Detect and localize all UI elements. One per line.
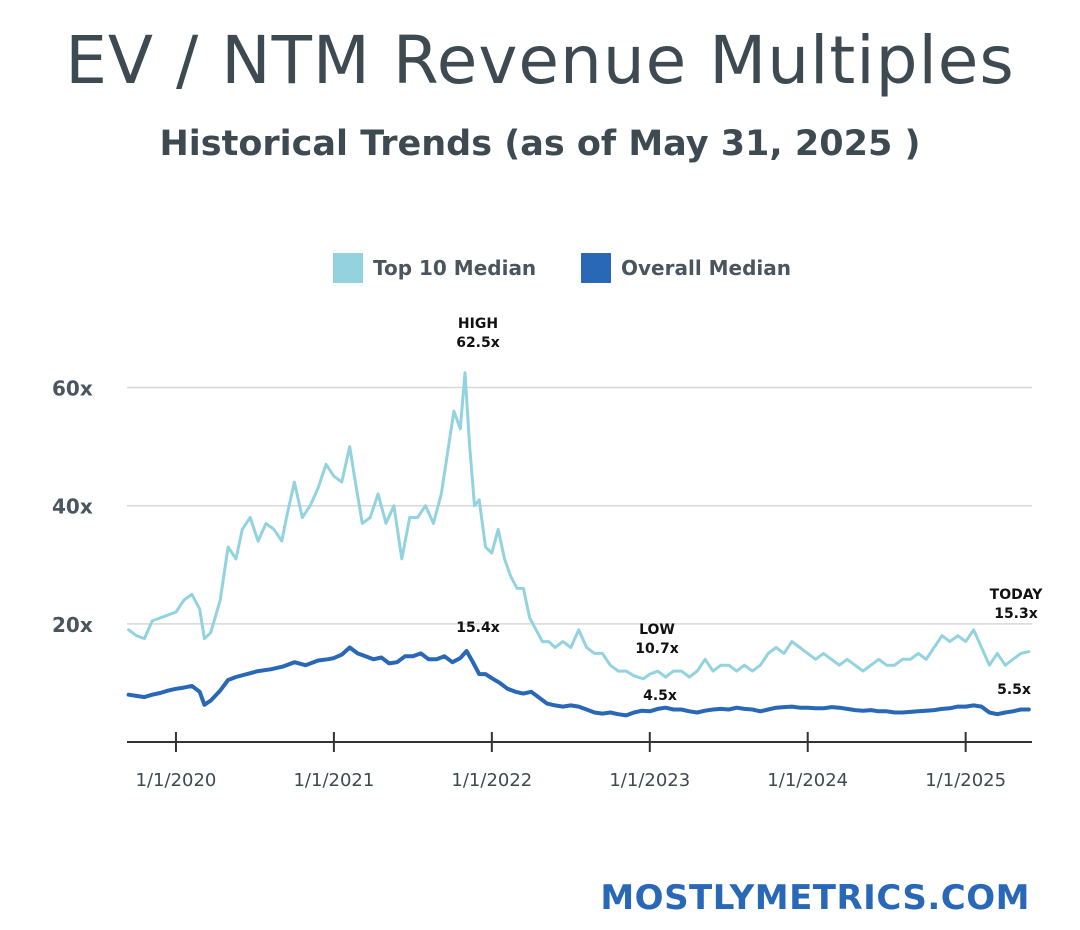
annotation-overall-low: 4.5x <box>643 688 677 704</box>
annotation-low: LOW <box>639 622 675 638</box>
x-tick-label: 1/1/2022 <box>451 770 532 791</box>
x-tick-label: 1/1/2021 <box>293 770 374 791</box>
chart-title: EV / NTM Revenue Multiples <box>65 22 1015 99</box>
series-line-top10-median <box>127 371 1031 681</box>
x-tick-label: 1/1/2023 <box>609 770 690 791</box>
annotation-low: 10.7x <box>635 641 679 657</box>
legend-overall-median-label: Overall Median <box>621 256 791 280</box>
annotation-today: 15.3x <box>994 606 1038 622</box>
legend-overall-median-swatch <box>581 253 611 283</box>
annotation-high: HIGH <box>458 316 498 332</box>
legend-top10-median-label: Top 10 Median <box>373 256 536 280</box>
annotation-high: 62.5x <box>456 335 500 351</box>
y-tick-label: 20x <box>52 613 93 637</box>
x-tick-label: 1/1/2024 <box>767 770 848 791</box>
legend-top10-median-swatch <box>333 253 363 283</box>
y-tick-label: 60x <box>52 377 93 401</box>
series-line-overall-median <box>126 645 1031 718</box>
annotation-overall-today: 5.5x <box>997 682 1031 698</box>
chart-subtitle: Historical Trends (as of May 31, 2025 ) <box>159 124 921 164</box>
y-tick-label: 40x <box>52 495 93 519</box>
brand-footer[interactable]: MOSTLYMETRICS.COM <box>600 878 1030 918</box>
x-tick-label: 1/1/2025 <box>925 770 1006 791</box>
x-tick-label: 1/1/2020 <box>136 770 217 791</box>
annotation-overall-high: 15.4x <box>456 620 500 636</box>
annotation-today: TODAY <box>990 587 1044 603</box>
